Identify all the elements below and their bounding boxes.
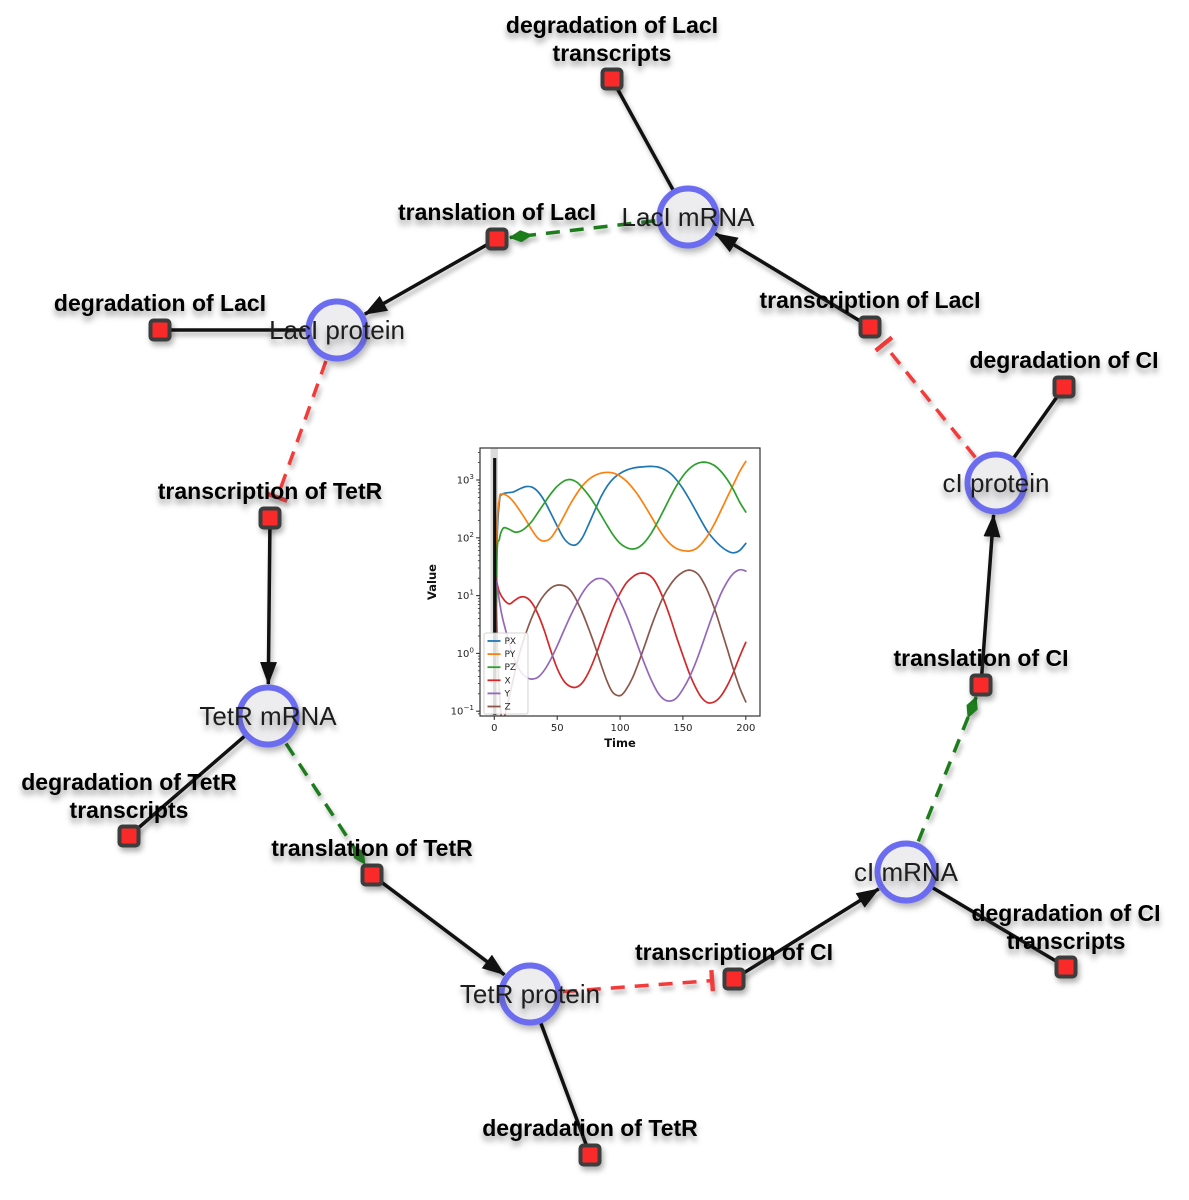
reaction-node-deg-tetr[interactable] (578, 1143, 602, 1167)
svg-text:200: 200 (736, 723, 755, 734)
svg-text:150: 150 (673, 723, 692, 734)
edge-reactant-ci-protein-to-deg-ci[interactable] (1011, 385, 1066, 460)
series-Y (493, 568, 747, 702)
reaction-label-deg-laci-transcripts: degradation of LacI transcripts (505, 12, 719, 66)
species-label-laci-mrna: LacI mRNA (621, 202, 755, 232)
legend-entry-PX: PX (505, 637, 517, 647)
series-X (493, 570, 747, 704)
reaction-label-transcription-tetr: transcription of TetR (157, 478, 383, 504)
species-label-laci-protein: LacI protein (269, 315, 405, 345)
edge-product-transcription-tetr-to-tetr-mrna[interactable] (260, 517, 278, 685)
edge-inhibitor-laci-protein-to-transcription-tetr[interactable] (266, 360, 328, 503)
species-node-ci-mrna[interactable] (874, 840, 938, 904)
svg-text:102: 102 (457, 530, 474, 545)
svg-text:50: 50 (551, 723, 564, 734)
reaction-label-deg-ci: degradation of CI (969, 347, 1159, 373)
legend-entry-Y: Y (504, 689, 511, 699)
species-node-tetr-protein[interactable] (498, 962, 562, 1026)
edge-reactant-ci-mrna-to-deg-ci-transcripts[interactable] (930, 885, 1067, 969)
reaction-node-transcription-ci[interactable] (722, 967, 746, 991)
legend-entry-PZ: PZ (505, 663, 517, 673)
svg-text:0: 0 (491, 723, 497, 734)
reaction-label-translation-ci: translation of CI (893, 645, 1069, 671)
reaction-node-deg-laci[interactable] (148, 318, 172, 342)
reaction-label-transcription-laci: transcription of LacI (759, 287, 981, 313)
series-PX (494, 465, 747, 713)
x-axis-tick-labels: 0 50 100 150 200 (491, 723, 755, 734)
species-label-ci-mrna: cI mRNA (854, 857, 958, 887)
edge-inhibitor-ci-protein-to-transcription-laci[interactable] (874, 335, 977, 459)
y-axis-ticks (476, 451, 480, 715)
chart-legend: PX PY PZ XYZ (483, 632, 529, 715)
reaction-node-transcription-tetr[interactable] (258, 506, 282, 530)
species-label-tetr-protein: TetR protein (459, 979, 601, 1009)
reaction-node-deg-tetr-transcripts[interactable] (117, 824, 141, 848)
reaction-label-transcription-ci: transcription of CI (634, 939, 834, 965)
x-axis-ticks (493, 716, 747, 720)
reaction-node-transcription-laci[interactable] (858, 315, 882, 339)
edge-product-transcription-ci-to-ci-mrna[interactable] (733, 887, 880, 981)
edge-product-translation-ci-to-ci-protein[interactable] (979, 513, 1001, 686)
svg-text:10−1: 10−1 (451, 703, 474, 718)
edge-reactant-tetr-protein-to-deg-tetr[interactable] (538, 1021, 592, 1156)
species-node-laci-protein[interactable] (305, 298, 369, 362)
edge-modifier-ci-mrna-to-translation-ci[interactable] (916, 696, 978, 843)
edge-reactant-laci-mrna-to-deg-laci-transcripts[interactable] (610, 78, 676, 192)
svg-text:103: 103 (457, 472, 474, 487)
edge-inhibitor-tetr-protein-to-transcription-ci[interactable] (562, 969, 716, 994)
svg-text:101: 101 (457, 588, 474, 603)
edge-reactant-tetr-mrna-to-deg-tetr-transcripts[interactable] (127, 734, 247, 838)
reaction-label-deg-laci: degradation of LacI (53, 290, 267, 316)
x-axis-label: Time (604, 736, 636, 750)
legend-entry-PY: PY (505, 650, 516, 660)
svg-text:100: 100 (611, 723, 630, 734)
reaction-label-translation-laci: translation of LacI (397, 199, 597, 225)
chart-series (493, 460, 747, 716)
edge-modifier-laci-mrna-to-translation-laci[interactable] (508, 219, 656, 243)
species-node-tetr-mrna[interactable] (236, 684, 300, 748)
legend-entry-Z: Z (505, 703, 511, 713)
reaction-node-translation-tetr[interactable] (360, 863, 384, 887)
y-axis-tick-labels: 103 102 101 100 10−1 (451, 472, 475, 718)
svg-text:100: 100 (457, 645, 475, 660)
reaction-node-translation-ci[interactable] (969, 673, 993, 697)
reaction-label-deg-tetr: degradation of TetR (482, 1115, 698, 1141)
species-node-laci-mrna[interactable] (656, 185, 720, 249)
species-node-ci-protein[interactable] (964, 451, 1028, 515)
series-PZ (494, 461, 747, 713)
edge-product-translation-tetr-to-tetr-protein[interactable] (370, 873, 506, 977)
reaction-label-deg-tetr-transcripts: degradation of TetR transcripts (21, 769, 237, 823)
reaction-node-translation-laci[interactable] (485, 227, 509, 251)
species-label-ci-protein: cI protein (942, 468, 1050, 498)
edge-product-transcription-laci-to-laci-mrna[interactable] (714, 232, 871, 329)
y-axis-label: Value (425, 564, 439, 600)
reaction-node-deg-laci-transcripts[interactable] (600, 67, 624, 91)
reaction-node-deg-ci[interactable] (1052, 375, 1076, 399)
reaction-node-deg-ci-transcripts[interactable] (1054, 955, 1078, 979)
species-label-tetr-mrna: TetR mRNA (199, 701, 337, 731)
series-PY (494, 460, 747, 713)
reaction-label-translation-tetr: translation of TetR (271, 835, 473, 861)
edge-product-translation-laci-to-laci-protein[interactable] (363, 237, 498, 316)
legend-entry-X: X (505, 676, 511, 686)
reaction-label-deg-ci-transcripts: degradation of CI transcripts (971, 900, 1161, 954)
